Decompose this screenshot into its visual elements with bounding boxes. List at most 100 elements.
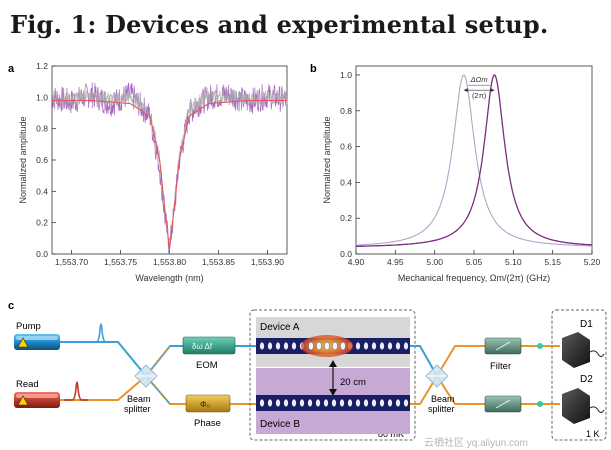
phononic-hole [315, 399, 321, 407]
filter-label: Filter [490, 361, 511, 372]
panel-a-x-tick-label: 1,553.80 [153, 257, 186, 267]
device-a-label: Device A [260, 322, 300, 333]
panel-a-fit-curve [52, 99, 287, 250]
phase-shifter [185, 394, 231, 413]
panel-a-y-tick-label: 0.0 [36, 249, 48, 259]
pump-beam-path [60, 341, 147, 377]
phononic-hole [259, 399, 265, 407]
phononic-hole [363, 399, 369, 407]
phononic-hole [291, 399, 297, 407]
panel-b-y-tick-label: 1.0 [340, 70, 352, 80]
arrow-up-icon [329, 360, 337, 367]
panel-a-x-tick-label: 1,553.85 [202, 257, 235, 267]
arrow-left-icon [463, 88, 468, 93]
device-b-output-path [410, 375, 438, 405]
panel-c-label: c [8, 300, 14, 312]
pump-pulse-icon [90, 323, 112, 343]
cryostat-80mk-box [249, 309, 416, 441]
panel-a-y-axis-label: Normalized amplitude [18, 116, 28, 203]
panel-a-x-axis-label: Wavelength (nm) [135, 273, 203, 283]
phononic-hole [387, 342, 393, 350]
filter-symbol-icon [495, 341, 511, 351]
panel-b-annotation-denominator: (2π) [472, 91, 487, 100]
detector1-path [436, 345, 560, 377]
beam-splitter-right [425, 364, 449, 388]
phononic-hole [291, 342, 297, 350]
panel-a-label: a [8, 63, 15, 75]
phononic-hole [355, 399, 361, 407]
phononic-hole [283, 342, 289, 350]
panel-a-y-tick-label: 1.2 [36, 61, 48, 71]
arrow-down-icon [329, 389, 337, 396]
beam-splitter-left-label-1: Beam [127, 394, 151, 404]
panel-b-x-tick-label: 4.90 [348, 257, 365, 267]
panel-b-y-tick-label: 0.6 [340, 142, 352, 152]
phononic-hole [340, 341, 346, 351]
panel-b-x-tick-label: 4.95 [387, 257, 404, 267]
device-a-output-path [410, 345, 438, 377]
phononic-hole [355, 342, 361, 350]
figure-title: Fig. 1: Devices and experimental setup. [10, 10, 549, 39]
panel-b-x-axis-label: Mechanical frequency, Ωm/(2π) (GHz) [398, 273, 550, 283]
device-b-holes [259, 399, 409, 407]
filter-symbol-icon [495, 399, 511, 409]
panel-b-y-tick-label: 0.4 [340, 177, 352, 187]
panel-b-x-tick-label: 5.20 [584, 257, 601, 267]
pump-label: Pump [16, 321, 41, 332]
phononic-hole [267, 342, 273, 350]
panel-b-y-tick-label: 0.2 [340, 213, 352, 223]
detector-1k-box [551, 309, 607, 441]
detector-cable-icon [589, 350, 605, 357]
phononic-hole [275, 399, 281, 407]
beam-splitter-right-label-2: splitter [428, 404, 455, 414]
panel-a-x-tick-label: 1,553.90 [251, 257, 284, 267]
phase-label: Phase [194, 418, 221, 429]
panel-b-y-axis-label: Normalized amplitude [322, 116, 332, 203]
read-laser [14, 392, 60, 408]
panel-b-resonance-curve [356, 74, 592, 247]
laser-warning-icon [17, 337, 29, 348]
filter-top [484, 337, 522, 355]
panel-b-y-tick-label: 0.0 [340, 249, 352, 259]
panel-b-x-tick-label: 5.00 [426, 257, 443, 267]
detector2-path [436, 375, 560, 405]
detector-1-label: D1 [580, 319, 593, 330]
phononic-hole [331, 399, 337, 407]
watermark: 云栖社区 yq.aliyun.com [424, 436, 528, 449]
phononic-hole [307, 399, 313, 407]
panel-b-label: b [310, 63, 317, 75]
phononic-hole [332, 341, 338, 351]
pump-laser [14, 334, 60, 350]
eom-label: EOM [196, 360, 218, 371]
phononic-hole [379, 399, 385, 407]
panel-a-y-tick-label: 0.8 [36, 124, 48, 134]
phononic-hole [371, 399, 377, 407]
phononic-hole [363, 342, 369, 350]
device-b-label: Device B [260, 419, 300, 430]
panel-b-x-tick-label: 5.05 [466, 257, 483, 267]
detector-2 [562, 388, 605, 424]
filter-bottom [484, 395, 522, 413]
panel-a-y-tick-label: 0.6 [36, 155, 48, 165]
panel-b-x-tick-label: 5.10 [505, 257, 522, 267]
detector-2-label: D2 [580, 374, 593, 385]
eom-modulator [182, 336, 236, 355]
device-a-center-holes [308, 341, 346, 351]
photon-dot-top [537, 343, 543, 349]
panel-a-y-tick-label: 0.2 [36, 218, 48, 228]
detector-1 [562, 332, 605, 368]
panel-a-x-tick-label: 1,553.70 [55, 257, 88, 267]
panel-b-x-tick-label: 5.15 [544, 257, 561, 267]
phononic-hole [395, 399, 401, 407]
phononic-hole [267, 399, 273, 407]
phononic-hole [339, 399, 345, 407]
separation-label: 20 cm [340, 377, 366, 388]
phase-symbol: Φ₀ [200, 399, 211, 409]
beam-splitter-right-label-1: Beam [431, 394, 455, 404]
beam-splitter-left [134, 364, 158, 388]
read-beam-path [60, 375, 147, 401]
phononic-hole [275, 342, 281, 350]
phononic-hole [403, 399, 409, 407]
